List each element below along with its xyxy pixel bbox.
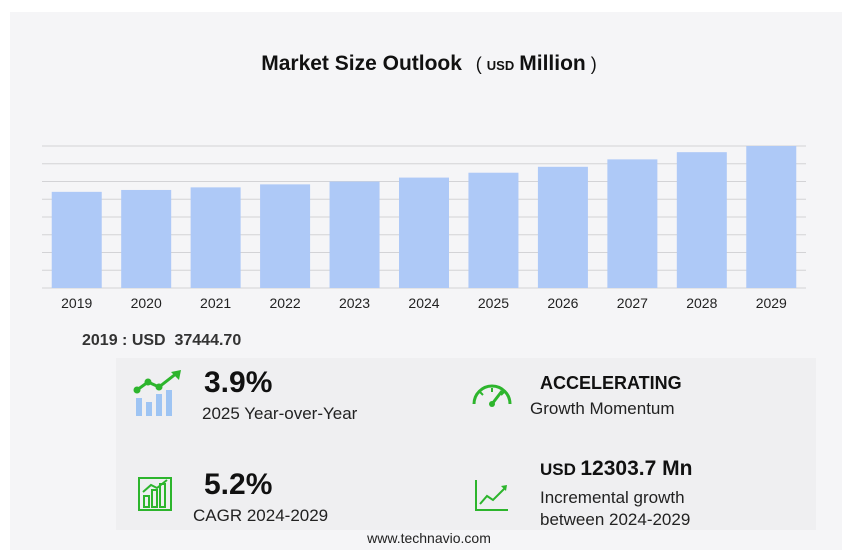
base-year-amount: 37444.70 (174, 332, 242, 349)
bar-2029 (746, 146, 797, 288)
bar-2027 (607, 159, 658, 288)
yoy-label: 2025 Year-over-Year (202, 404, 358, 423)
x-tick-label-2029: 2029 (756, 295, 787, 311)
base-year-label: 2019 : USD (82, 332, 166, 349)
bar-2020 (121, 189, 172, 288)
x-tick-label-2026: 2026 (547, 295, 578, 311)
bar-2028 (676, 152, 727, 288)
unit-currency: USD (486, 58, 515, 73)
cagr-value: 5.2% (204, 468, 273, 501)
unit-close-paren: ) (590, 54, 597, 74)
incremental-amount: 12303.7 Mn (580, 457, 693, 480)
bar-2026 (537, 166, 588, 288)
unit-label: ( USD Million ) (475, 52, 597, 75)
incremental-label-line2: between 2024-2029 (540, 510, 691, 529)
incremental-value: USD 12303.7 Mn (540, 457, 692, 481)
x-tick-label-2019: 2019 (61, 295, 92, 311)
x-tick-label-2022: 2022 (270, 295, 301, 311)
yoy-value: 3.9% (204, 366, 273, 399)
x-tick-label-2020: 2020 (131, 295, 162, 311)
title-text: Market Size Outlook (261, 52, 462, 75)
bar-2023 (329, 181, 380, 288)
unit-scale: Million (519, 52, 586, 75)
bar-chart-icon (138, 477, 172, 511)
cagr-label: CAGR 2024-2029 (193, 506, 329, 525)
momentum-label: Growth Momentum (530, 399, 675, 418)
x-tick-label-2027: 2027 (617, 295, 648, 311)
bar-2025 (468, 172, 519, 288)
x-tick-label-2024: 2024 (408, 295, 439, 311)
bar-2021 (190, 187, 241, 288)
x-tick-label-2025: 2025 (478, 295, 509, 311)
speedometer-icon (472, 384, 512, 407)
base-year-value: 2019 : USD 37444.70 (82, 332, 241, 350)
x-tick-label-2021: 2021 (200, 295, 231, 311)
x-tick-label-2028: 2028 (686, 295, 717, 311)
bar-2022 (260, 184, 311, 288)
incremental-currency: USD (540, 460, 576, 479)
bar-chart: 2019 2020 2021 2022 2023 2024 2025 2026 2027 2028… (42, 145, 806, 311)
bar-2019 (51, 191, 102, 288)
unit-open-paren: ( (475, 54, 482, 74)
bar-2024 (399, 177, 449, 288)
footer-url: www.technavio.com (367, 530, 491, 546)
trend-line-icon (475, 480, 508, 511)
chart-title: Market Size Outlook ( USD Million ) (0, 52, 858, 76)
x-tick-label-2023: 2023 (339, 295, 370, 311)
incremental-label-line1: Incremental growth (540, 488, 685, 507)
momentum-value: ACCELERATING (540, 373, 682, 393)
growth-chart-icon (133, 370, 181, 416)
stats-panel (116, 358, 816, 530)
